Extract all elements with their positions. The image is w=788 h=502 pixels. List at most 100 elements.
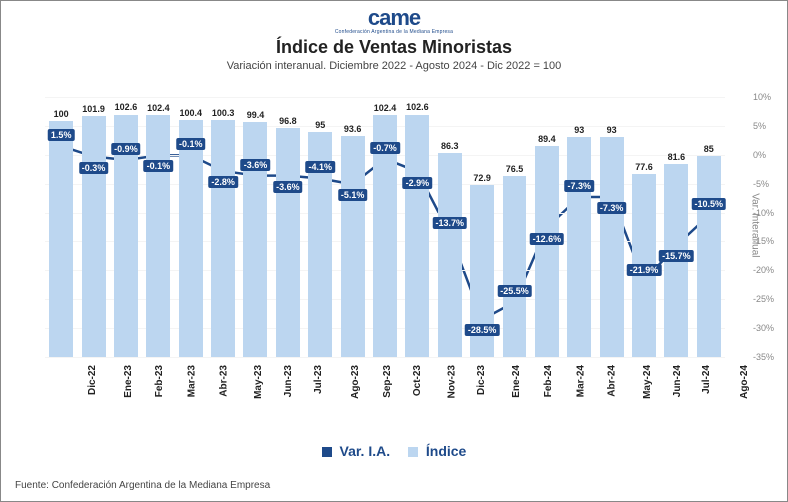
bar-value-label: 95 (315, 120, 325, 130)
x-category-label: Nov-23 (447, 365, 458, 398)
chart-subtitle: Variación interanual. Diciembre 2022 - A… (1, 60, 787, 72)
grid-line (45, 357, 725, 358)
x-category-label: Jul-24 (701, 365, 712, 394)
legend-label-index: Índice (426, 443, 466, 459)
x-category-label: Ago-24 (739, 365, 750, 399)
var-point-label: -2.8% (208, 176, 238, 188)
var-point-label: -10.5% (692, 198, 727, 210)
plot-area: 10%5%0%-5%-10%-15%-20%-25%-30%-35%100Dic… (45, 97, 725, 358)
bar-value-label: 76.5 (506, 164, 524, 174)
index-bar (438, 153, 462, 357)
var-point-label: -13.7% (432, 217, 467, 229)
logo-subtitle: Confederación Argentina de la Mediana Em… (1, 29, 787, 35)
bar-value-label: 102.6 (406, 102, 429, 112)
index-bar (243, 122, 267, 357)
chart-area: 10%5%0%-5%-10%-15%-20%-25%-30%-35%100Dic… (21, 97, 769, 407)
x-category-label: Mar-23 (187, 365, 198, 397)
index-bar (503, 176, 527, 357)
var-point-label: -4.1% (305, 161, 335, 173)
grid-line (45, 97, 725, 98)
chart-frame: came Confederación Argentina de la Media… (0, 0, 788, 502)
index-bar (179, 120, 203, 357)
x-category-label: Sep-23 (381, 365, 392, 398)
logo-block: came Confederación Argentina de la Media… (1, 7, 787, 35)
bar-value-label: 81.6 (668, 152, 686, 162)
var-point-label: -3.6% (273, 181, 303, 193)
right-tick-label: 10% (753, 92, 771, 102)
var-point-label: -28.5% (465, 324, 500, 336)
right-tick-label: -30% (753, 323, 774, 333)
source-citation: Fuente: Confederación Argentina de la Me… (15, 480, 270, 491)
index-bar (146, 115, 170, 357)
index-bar (567, 137, 591, 357)
bar-value-label: 93.6 (344, 124, 362, 134)
legend-marker-line (322, 447, 332, 457)
legend: Var. I.A. Índice (1, 443, 787, 459)
x-category-label: Feb-23 (154, 365, 165, 397)
var-point-label: -7.3% (565, 180, 595, 192)
var-point-label: -0.1% (144, 160, 174, 172)
bar-value-label: 93 (574, 125, 584, 135)
legend-label-var: Var. I.A. (340, 443, 391, 459)
index-bar (405, 115, 429, 358)
right-axis-label: Var. Interanual (749, 193, 760, 257)
x-category-label: Jun-23 (284, 365, 295, 397)
x-category-label: Ene-24 (511, 365, 522, 398)
x-category-label: Mar-24 (575, 365, 586, 397)
x-category-label: May-24 (642, 365, 653, 399)
var-point-label: -12.6% (530, 233, 565, 245)
x-category-label: Jun-24 (672, 365, 683, 397)
right-tick-label: 5% (753, 121, 766, 131)
var-point-label: -7.3% (597, 202, 627, 214)
x-category-label: Abr-24 (607, 365, 618, 397)
bar-value-label: 72.9 (473, 173, 491, 183)
right-tick-label: -35% (753, 352, 774, 362)
x-category-label: Oct-23 (412, 365, 423, 396)
var-point-label: -0.1% (176, 138, 206, 150)
x-category-label: Abr-23 (218, 365, 229, 397)
bar-value-label: 102.4 (374, 103, 397, 113)
x-category-label: Ago-23 (350, 365, 361, 399)
right-tick-label: -5% (753, 179, 769, 189)
index-bar (341, 136, 365, 357)
right-tick-label: -25% (753, 294, 774, 304)
index-bar (276, 128, 300, 357)
x-category-label: Dic-23 (476, 365, 487, 395)
var-point-label: -5.1% (338, 189, 368, 201)
chart-title: Índice de Ventas Minoristas (1, 37, 787, 58)
x-category-label: May-23 (253, 365, 264, 399)
x-category-label: Jul-23 (313, 365, 324, 394)
index-bar (49, 121, 73, 357)
bar-value-label: 93 (607, 125, 617, 135)
bar-value-label: 86.3 (441, 141, 459, 151)
index-bar (535, 146, 559, 357)
var-point-label: 1.5% (48, 129, 75, 141)
legend-marker-bar (408, 447, 418, 457)
bar-value-label: 99.4 (247, 110, 265, 120)
bar-value-label: 100.4 (179, 108, 202, 118)
var-point-label: -25.5% (497, 285, 532, 297)
var-point-label: -3.6% (241, 159, 271, 171)
index-bar (211, 120, 235, 357)
var-point-label: -0.9% (111, 143, 141, 155)
bar-value-label: 85 (704, 144, 714, 154)
right-tick-label: -20% (753, 265, 774, 275)
bar-value-label: 102.6 (115, 102, 138, 112)
logo-text: came (1, 7, 787, 29)
index-bar (697, 156, 721, 357)
var-point-label: -21.9% (627, 264, 662, 276)
var-point-label: -0.3% (79, 162, 109, 174)
bar-value-label: 100.3 (212, 108, 235, 118)
bar-value-label: 102.4 (147, 103, 170, 113)
x-category-label: Dic-22 (87, 365, 98, 395)
var-point-label: -15.7% (659, 250, 694, 262)
index-bar (82, 116, 106, 357)
bar-value-label: 100 (54, 109, 69, 119)
x-category-label: Ene-23 (122, 365, 133, 398)
bar-value-label: 89.4 (538, 134, 556, 144)
bar-value-label: 77.6 (635, 162, 653, 172)
var-point-label: -0.7% (370, 142, 400, 154)
right-tick-label: 0% (753, 150, 766, 160)
bar-value-label: 96.8 (279, 116, 297, 126)
index-bar (600, 137, 624, 357)
